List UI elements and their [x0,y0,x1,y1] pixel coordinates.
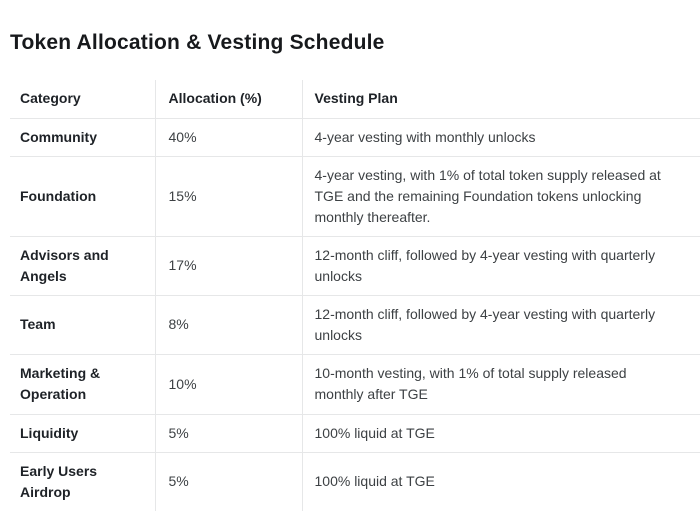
vesting-plan-cell: 10-month vesting, with 1% of total suppl… [301,354,700,415]
allocation-cell: 15% [154,156,302,237]
allocation-cell: 17% [154,236,302,296]
vesting-plan-cell: 100% liquid at TGE [301,414,700,453]
allocation-cell: 5% [154,414,302,453]
table-row: Advisors and Angels 17% 12-month cliff, … [10,236,700,296]
vesting-plan-cell: 12-month cliff, followed by 4-year vesti… [301,295,700,355]
category-cell: Marketing & Operation [10,354,155,415]
allocation-cell: 40% [154,118,302,157]
category-cell: Team [10,295,155,355]
category-cell: Advisors and Angels [10,236,155,296]
page-title: Token Allocation & Vesting Schedule [10,31,385,54]
table-header-row: Category Allocation (%) Vesting Plan [10,80,700,119]
allocation-cell: 10% [154,354,302,415]
vesting-plan-cell: 12-month cliff, followed by 4-year vesti… [301,236,700,296]
vesting-plan-cell: 4-year vesting with monthly unlocks [301,118,700,157]
table-row: Foundation 15% 4-year vesting, with 1% o… [10,156,700,237]
table-row: Liquidity 5% 100% liquid at TGE [10,414,700,453]
table-row: Team 8% 12-month cliff, followed by 4-ye… [10,295,700,355]
category-cell: Liquidity [10,414,155,453]
category-cell: Community [10,118,155,157]
table-row: Community 40% 4-year vesting with monthl… [10,118,700,157]
table-row: Marketing & Operation 10% 10-month vesti… [10,354,700,415]
column-header-vesting-plan: Vesting Plan [301,80,700,119]
allocation-cell: 5% [154,452,302,511]
table-row: Early Users Airdrop 5% 100% liquid at TG… [10,452,700,511]
column-header-category: Category [10,80,155,119]
vesting-plan-cell: 4-year vesting, with 1% of total token s… [301,156,700,237]
category-cell: Early Users Airdrop [20,462,98,500]
vesting-plan-cell: 100% liquid at TGE [301,452,700,511]
allocation-cell: 8% [154,295,302,355]
token-allocation-table: Category Allocation (%) Vesting Plan Com… [10,80,700,511]
column-header-allocation: Allocation (%) [154,80,302,119]
category-cell: Foundation [10,156,155,237]
